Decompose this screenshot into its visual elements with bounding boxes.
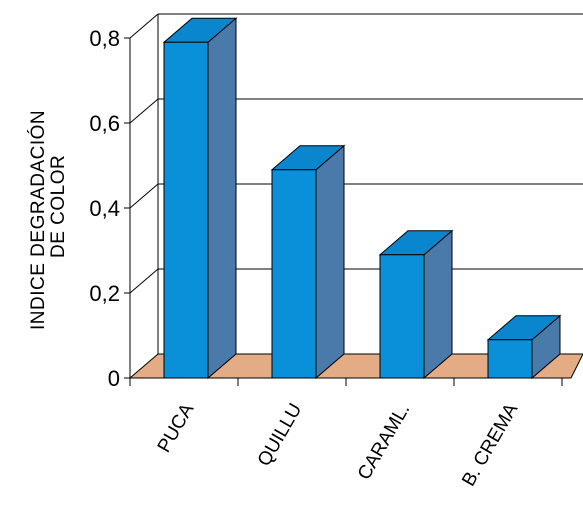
y-axis-title-line-2: DE COLOR <box>48 155 69 258</box>
x-category-label: B. CREMA <box>458 400 522 490</box>
y-tick-label: 0 <box>108 366 120 391</box>
label-layer: PUCA QUILLU CARAML. B. CREMA <box>154 400 523 490</box>
gridline-side <box>129 98 159 124</box>
bar-side <box>207 17 237 380</box>
axis-layer: 0 0,2 0,4 0,6 0,8 <box>89 26 571 391</box>
bar-front <box>379 254 425 379</box>
gridline-side <box>129 268 159 294</box>
bar-side <box>423 229 453 380</box>
bar-3 <box>378 229 454 380</box>
gridline-side <box>129 13 159 39</box>
bar-front <box>487 339 533 379</box>
bar-1 <box>162 17 238 380</box>
bar-front <box>163 41 209 379</box>
bar-4 <box>486 314 562 380</box>
y-tick-label: 0,6 <box>89 111 120 136</box>
y-axis-title-line-1: INDICE DEGRADACIÓN <box>27 110 49 330</box>
x-category-label: CARAML. <box>354 400 414 484</box>
y-tick-label: 0,2 <box>89 281 120 306</box>
gridline-side <box>129 183 159 209</box>
bar-layer <box>162 17 562 380</box>
x-category-label: QUILLU <box>254 400 307 470</box>
bar-front <box>271 169 317 379</box>
x-category-label: PUCA <box>154 400 199 456</box>
y-tick-label: 0,8 <box>89 26 120 51</box>
bar-2 <box>270 144 346 380</box>
bar-side <box>315 144 345 380</box>
y-tick-label: 0,4 <box>89 196 120 221</box>
